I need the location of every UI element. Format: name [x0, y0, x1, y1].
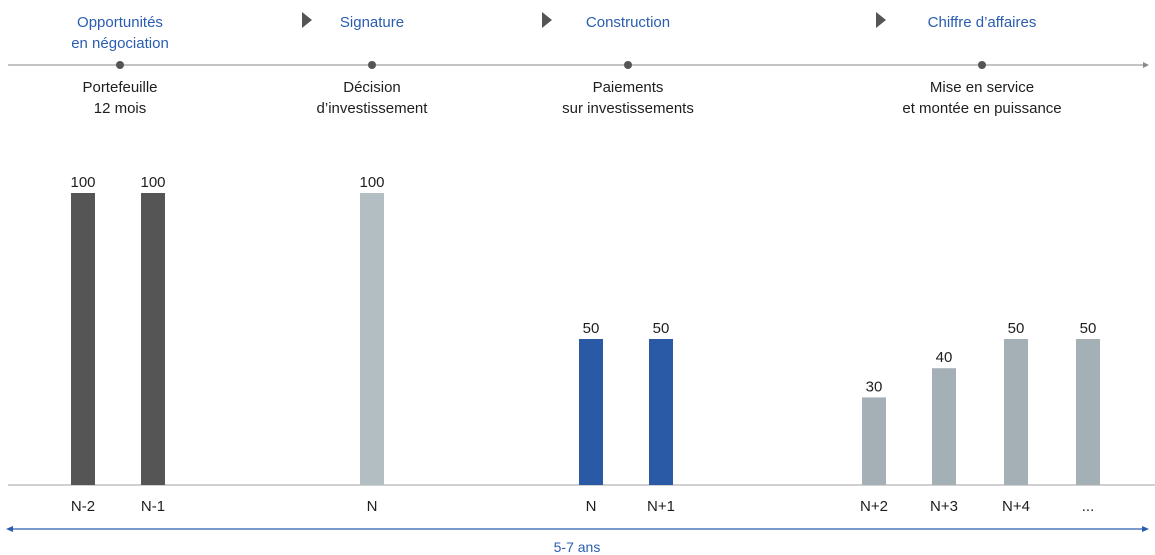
bar-3	[360, 193, 384, 485]
x-tick-label: N	[586, 498, 597, 515]
stage-title-2: Signature	[339, 14, 405, 31]
x-tick-label: N-2	[71, 498, 95, 515]
bar-value-label: 50	[653, 320, 670, 337]
stage-title-3: Construction	[585, 14, 671, 31]
bar-7	[932, 368, 956, 485]
x-tick-label: ...	[1082, 498, 1095, 515]
stage-title-1: Opportunités en négociation	[71, 14, 169, 52]
bar-4	[579, 339, 603, 485]
bar-6	[862, 397, 886, 485]
bar-value-label: 50	[1080, 320, 1097, 337]
duration-label: 5-7 ans	[553, 539, 601, 555]
stage-description-3: Paiements sur investissements	[562, 79, 694, 117]
bar-2	[141, 193, 165, 485]
bar-5	[649, 339, 673, 485]
stage-marker-1	[116, 61, 124, 69]
x-tick-label: N+1	[647, 498, 675, 515]
bar-value-label: 50	[1008, 320, 1025, 337]
bar-value-label: 100	[140, 174, 165, 191]
stage-description-1: Portefeuille 12 mois	[82, 79, 158, 117]
timeline-axis	[8, 12, 1149, 69]
timeline-arrowhead-icon	[1143, 62, 1149, 68]
stage-marker-2	[368, 61, 376, 69]
bar-value-label: 50	[583, 320, 600, 337]
stage-title-4: Chiffre d’affaires	[927, 14, 1037, 31]
x-tick-label: N-1	[141, 498, 165, 515]
bars-group: 100 N-2 100 N-1 100 N 50 N 50 N+1 30 N+2 40 N+3 50 N+4 5…	[8, 174, 1155, 515]
bar-1	[71, 193, 95, 485]
span-right-arrow-icon	[1142, 526, 1149, 532]
x-tick-label: N+4	[1002, 498, 1030, 515]
stage-arrow-icon	[876, 12, 886, 28]
x-tick-label: N+3	[930, 498, 958, 515]
stage-marker-4	[978, 61, 986, 69]
stage-description-4: Mise en service et montée en puissance	[902, 79, 1062, 117]
bar-value-label: 30	[866, 378, 883, 395]
bar-value-label: 100	[359, 174, 384, 191]
stage-arrow-icon	[302, 12, 312, 28]
duration-span	[6, 526, 1149, 532]
stage-arrow-icon	[542, 12, 552, 28]
x-tick-label: N	[367, 498, 378, 515]
stage-marker-3	[624, 61, 632, 69]
bar-8	[1004, 339, 1028, 485]
bar-value-label: 40	[936, 349, 953, 366]
stage-description-2: Décision d’investissement	[316, 79, 428, 117]
x-tick-label: N+2	[860, 498, 888, 515]
bar-value-label: 100	[70, 174, 95, 191]
bar-9	[1076, 339, 1100, 485]
span-left-arrow-icon	[6, 526, 13, 532]
